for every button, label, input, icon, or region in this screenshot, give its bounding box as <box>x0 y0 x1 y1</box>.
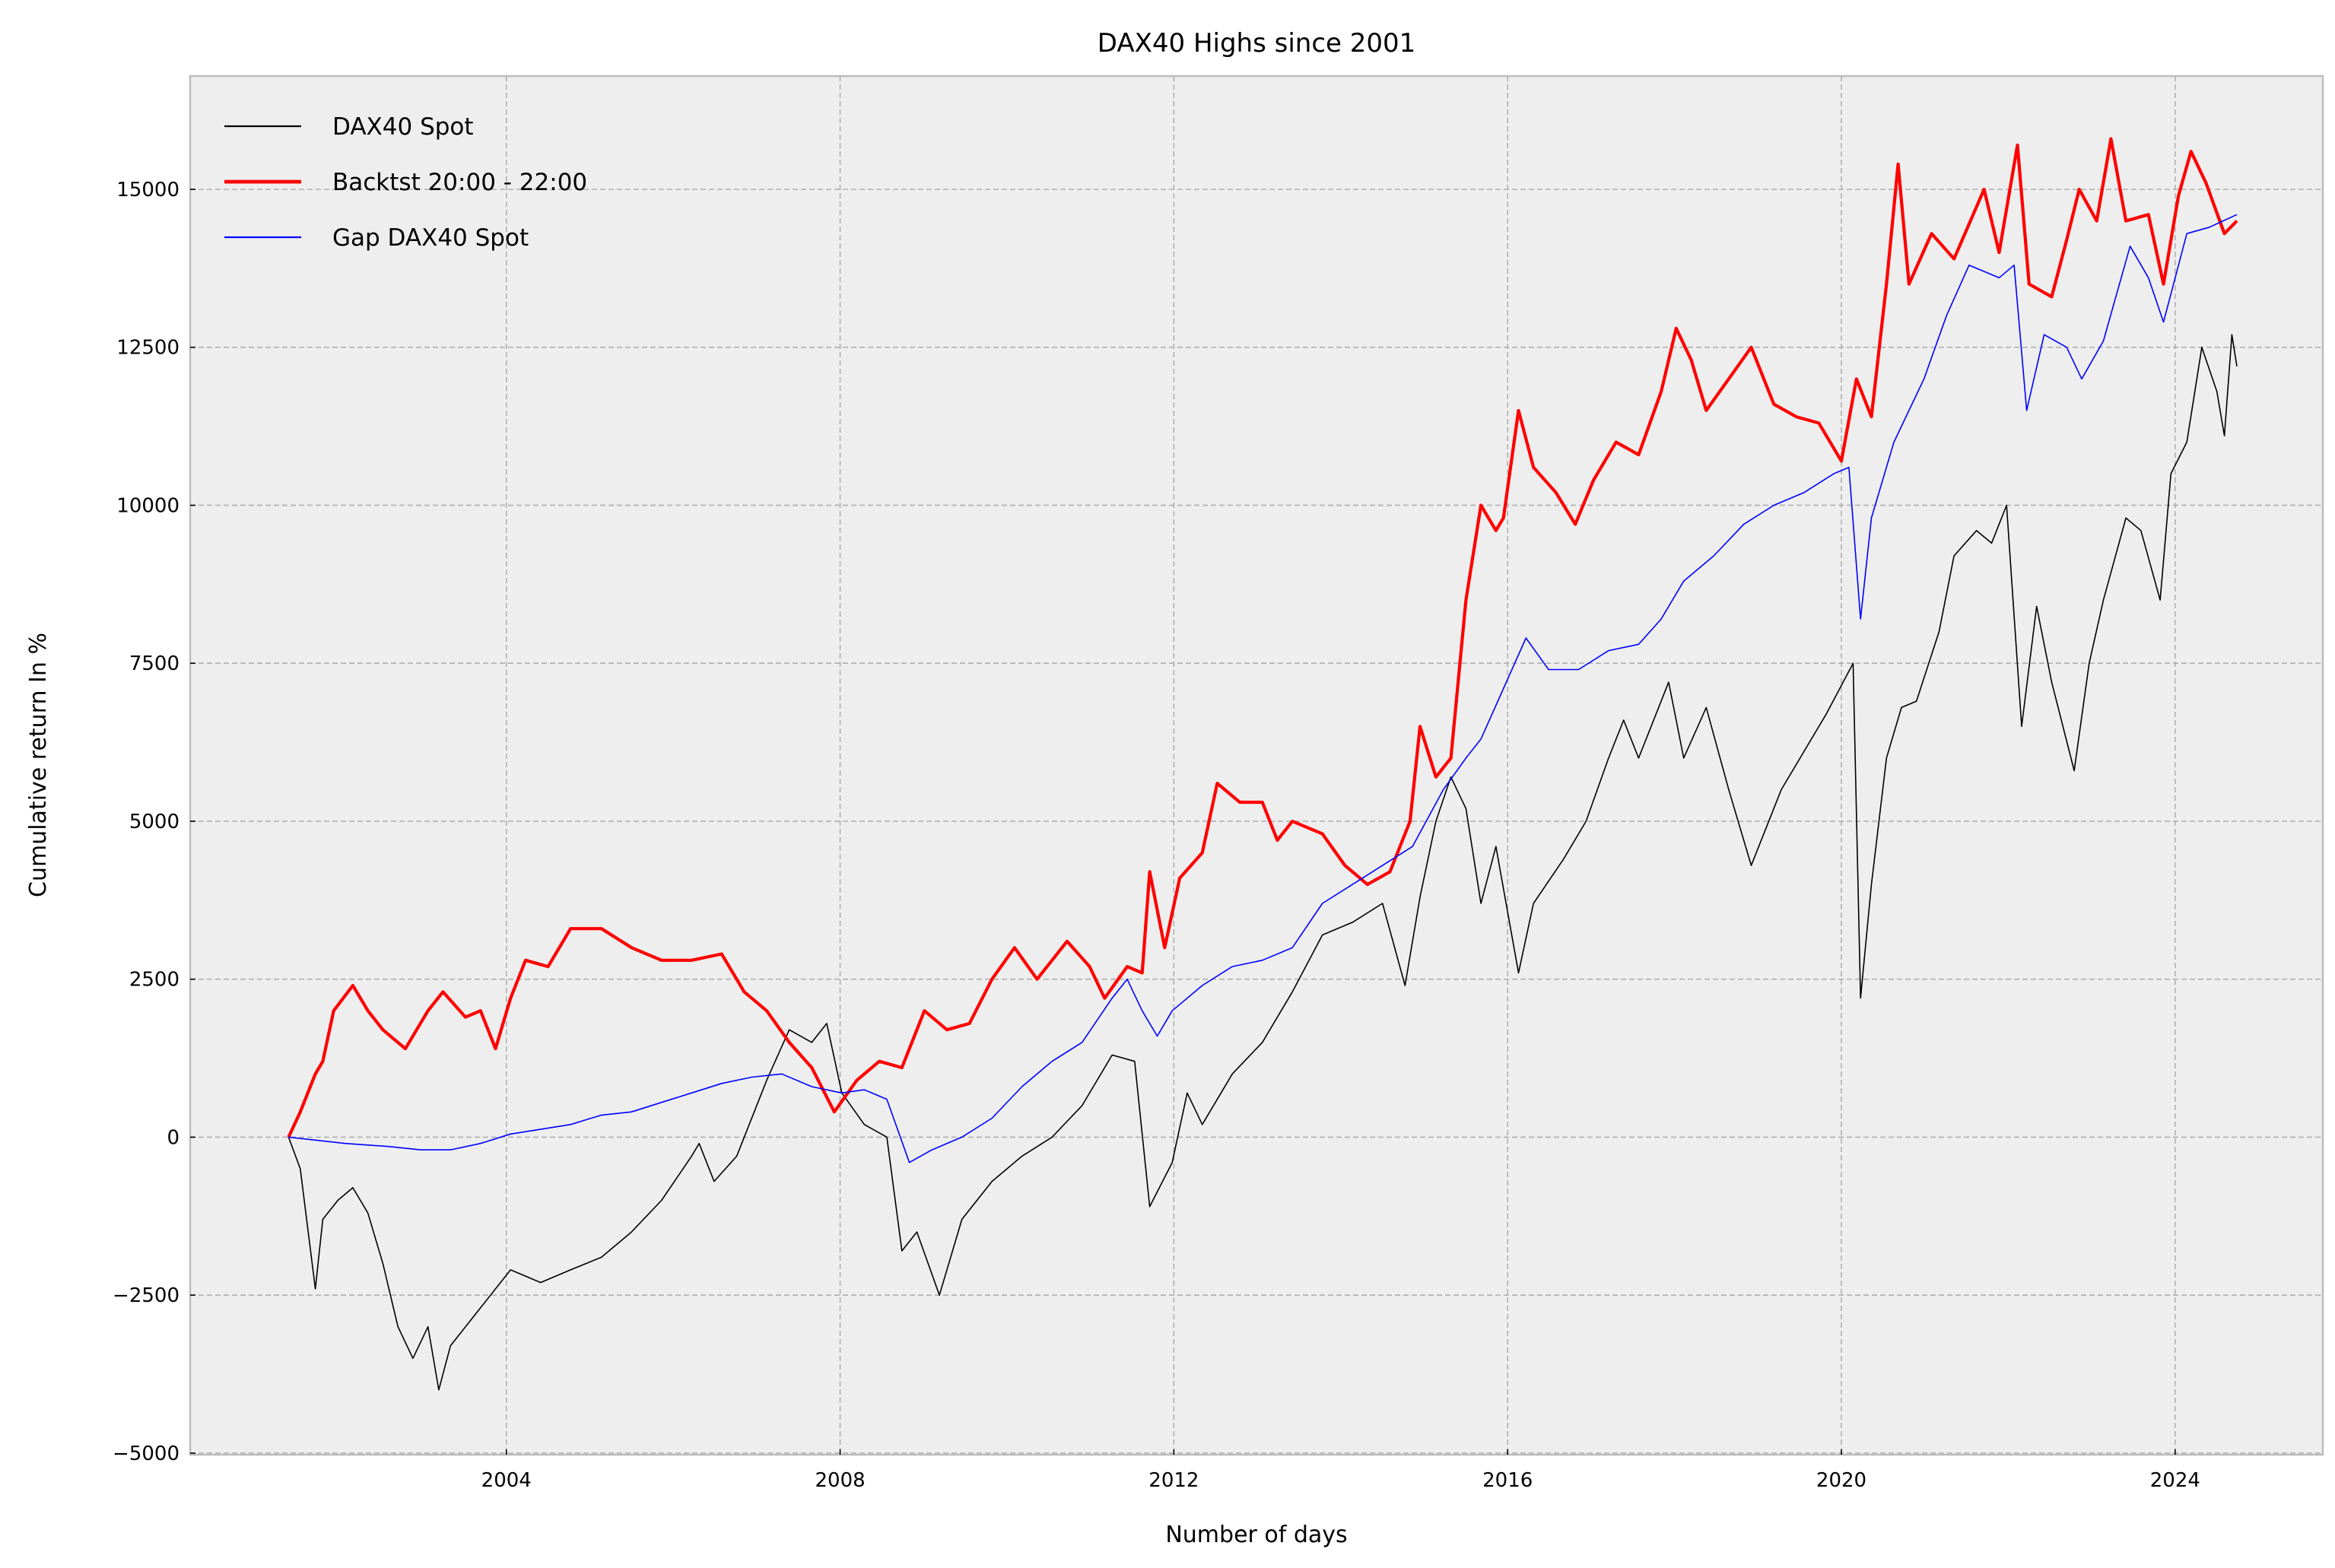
x-tick-label: 2016 <box>1482 1469 1533 1492</box>
legend: DAX40 Spot Backtst 20:00 - 22:00 Gap DAX40… <box>224 113 587 252</box>
y-tick-label: 7500 <box>129 652 179 675</box>
series-lines <box>287 137 2238 1391</box>
y-tick-label: −2500 <box>113 1284 179 1307</box>
x-axis-label: Number of days <box>1165 1522 1347 1548</box>
x-tick-label: 2024 <box>2150 1469 2200 1492</box>
y-tick-label: 15000 <box>116 179 179 202</box>
x-tick-label: 2020 <box>1816 1469 1866 1492</box>
y-tick-label: 0 <box>167 1126 179 1149</box>
y-tick-label: 10000 <box>116 494 179 517</box>
x-tick-label: 2004 <box>481 1469 532 1492</box>
y-tick-label: 2500 <box>129 969 179 992</box>
y-tick-label: 12500 <box>116 337 179 360</box>
plot-background <box>190 76 2323 1455</box>
x-tick-label: 2008 <box>815 1469 865 1492</box>
legend-label: Backtst 20:00 - 22:00 <box>332 169 587 196</box>
legend-label: DAX40 Spot <box>332 113 474 141</box>
grid <box>190 76 2323 1455</box>
y-tick-label: −5000 <box>113 1443 179 1465</box>
x-tick-label: 2012 <box>1148 1469 1199 1492</box>
series-line-2 <box>288 214 2238 1163</box>
chart-title: DAX40 Highs since 2001 <box>1098 28 1416 59</box>
plot-frame <box>189 75 2324 1456</box>
series-line-1 <box>287 137 2238 1138</box>
series-line-0 <box>288 334 2238 1391</box>
y-axis-label: Cumulative return In % <box>25 633 52 897</box>
y-tick-label: 5000 <box>129 811 179 833</box>
legend-label: Gap DAX40 Spot <box>332 224 529 252</box>
axis-ticks: 2004 2008 2012 2016 2020 2024 −5000 −2500 0 2500 5… <box>113 179 2200 1492</box>
